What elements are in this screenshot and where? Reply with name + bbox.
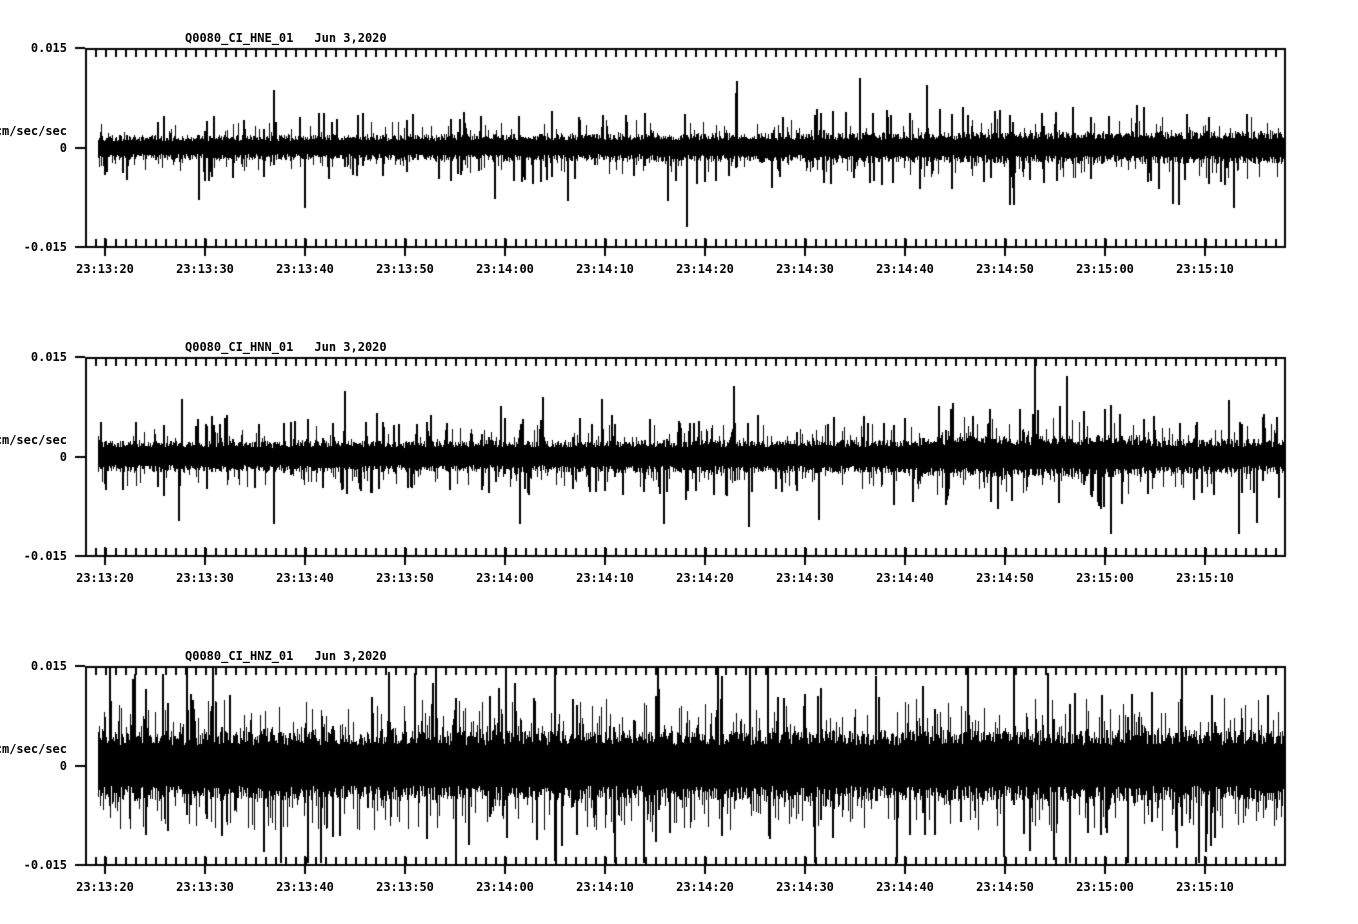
y-tick-label-top: 0.015 (30, 659, 67, 673)
y-tick-label-bottom: -0.015 (23, 549, 67, 563)
plot-hne: Q0080_CI_HNE_01 Jun 3,2020 0.015 cm/sec/s… (0, 0, 1358, 309)
x-tick-label: 23:14:50 (976, 262, 1034, 276)
x-tick-label: 23:13:20 (76, 571, 134, 585)
x-tick-label: 23:13:40 (276, 880, 334, 894)
y-tick-label-zero: 0 (59, 141, 67, 155)
x-tick-label: 23:13:50 (376, 880, 434, 894)
station-channel-label: Q0080_CI_HNN_01 (185, 340, 294, 354)
y-axis-units-label: cm/sec/sec (0, 742, 67, 756)
y-tick-label-top: 0.015 (30, 350, 67, 364)
y-tick-label-zero: 0 (59, 759, 67, 773)
y-axis-units-label: cm/sec/sec (0, 433, 67, 447)
plot-title: Q0080_CI_HNZ_01 Jun 3,2020 (185, 649, 387, 663)
x-tick-label: 23:13:30 (176, 571, 234, 585)
date-label: Jun 3,2020 (314, 31, 387, 45)
y-tick-label-zero: 0 (59, 450, 67, 464)
x-tick-label: 23:13:40 (276, 571, 334, 585)
x-tick-label: 23:13:20 (76, 880, 134, 894)
x-tick-label: 23:14:20 (676, 571, 734, 585)
x-tick-label: 23:14:30 (776, 880, 834, 894)
x-tick-label: 23:14:50 (976, 880, 1034, 894)
x-tick-label: 23:14:30 (776, 571, 834, 585)
waveform-canvas-hnn (0, 309, 1358, 589)
x-tick-label: 23:14:10 (576, 880, 634, 894)
x-tick-label: 23:13:50 (376, 571, 434, 585)
x-tick-label: 23:14:00 (476, 262, 534, 276)
x-tick-label: 23:14:10 (576, 571, 634, 585)
x-tick-label: 23:14:30 (776, 262, 834, 276)
x-tick-label: 23:14:00 (476, 571, 534, 585)
x-tick-label: 23:15:10 (1176, 880, 1234, 894)
station-channel-label: Q0080_CI_HNZ_01 (185, 649, 294, 663)
plot-hnz: Q0080_CI_HNZ_01 Jun 3,2020 0.015 cm/sec/s… (0, 618, 1358, 924)
waveform-canvas-hne (0, 0, 1358, 280)
x-tick-label: 23:15:00 (1076, 262, 1134, 276)
y-tick-label-bottom: -0.015 (23, 858, 67, 872)
x-tick-label: 23:14:40 (876, 880, 934, 894)
x-tick-label: 23:15:00 (1076, 571, 1134, 585)
x-tick-label: 23:15:10 (1176, 262, 1234, 276)
x-axis-labels: 23:13:20 23:13:30 23:13:40 23:13:50 23:14:00… (0, 262, 1358, 278)
date-label: Jun 3,2020 (314, 649, 387, 663)
x-tick-label: 23:13:30 (176, 880, 234, 894)
station-channel-label: Q0080_CI_HNE_01 (185, 31, 294, 45)
x-tick-label: 23:14:40 (876, 262, 934, 276)
x-tick-label: 23:15:00 (1076, 880, 1134, 894)
waveform-canvas-hnz (0, 618, 1358, 898)
x-tick-label: 23:13:20 (76, 262, 134, 276)
x-tick-label: 23:14:10 (576, 262, 634, 276)
x-tick-label: 23:14:40 (876, 571, 934, 585)
x-tick-label: 23:14:20 (676, 262, 734, 276)
plot-hnn: Q0080_CI_HNN_01 Jun 3,2020 0.015 cm/sec/s… (0, 309, 1358, 618)
x-axis-labels: 23:13:20 23:13:30 23:13:40 23:13:50 23:14:00… (0, 880, 1358, 896)
plot-title: Q0080_CI_HNN_01 Jun 3,2020 (185, 340, 387, 354)
y-tick-label-bottom: -0.015 (23, 240, 67, 254)
y-tick-label-top: 0.015 (30, 41, 67, 55)
x-tick-label: 23:13:50 (376, 262, 434, 276)
x-tick-label: 23:14:00 (476, 880, 534, 894)
x-axis-labels: 23:13:20 23:13:30 23:13:40 23:13:50 23:14:00… (0, 571, 1358, 587)
date-label: Jun 3,2020 (314, 340, 387, 354)
x-tick-label: 23:15:10 (1176, 571, 1234, 585)
x-tick-label: 23:13:40 (276, 262, 334, 276)
x-tick-label: 23:14:50 (976, 571, 1034, 585)
plot-title: Q0080_CI_HNE_01 Jun 3,2020 (185, 31, 387, 45)
x-tick-label: 23:13:30 (176, 262, 234, 276)
y-axis-units-label: cm/sec/sec (0, 124, 67, 138)
x-tick-label: 23:14:20 (676, 880, 734, 894)
